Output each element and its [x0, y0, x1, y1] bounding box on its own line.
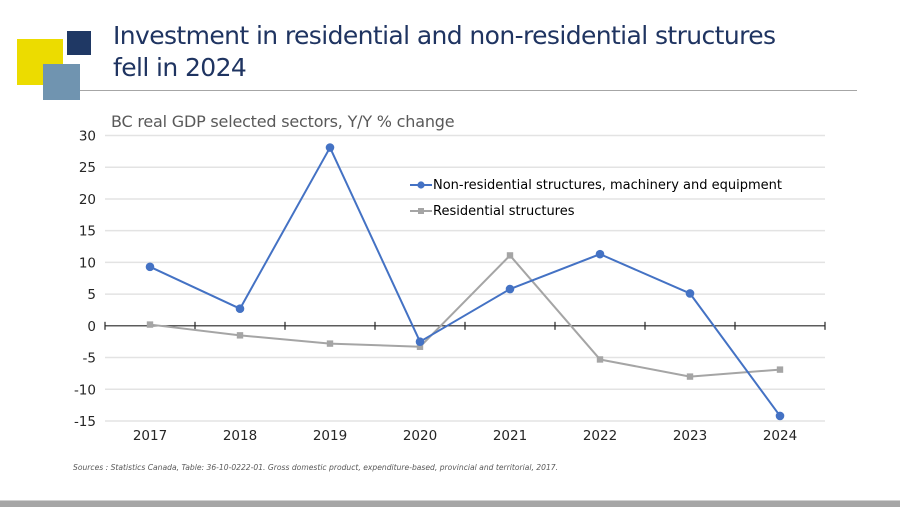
decorative-square-steel-blue: [43, 64, 80, 100]
y-axis-tick-labels: 30 25 20 15 10 5 0 -5 -10 -15: [74, 129, 96, 431]
x-tick-label: 2023: [673, 428, 707, 444]
y-tick-label: -10: [74, 382, 96, 398]
y-tick-label: 25: [79, 160, 96, 176]
legend-label: Residential structures: [433, 203, 575, 219]
x-tick-label: 2024: [763, 428, 797, 444]
y-tick-label: 20: [79, 192, 96, 208]
series-non-residential: [145, 143, 785, 421]
y-tick-label: 0: [87, 319, 96, 335]
data-point: [416, 343, 424, 350]
data-point: [326, 340, 334, 347]
x-tick-label: 2017: [133, 428, 167, 444]
data-point: [776, 366, 784, 373]
slide-title-line-1: Investment in residential and non-reside…: [113, 21, 776, 50]
x-tick-label: 2022: [583, 428, 617, 444]
y-tick-label: -5: [83, 351, 96, 367]
title-divider: [80, 90, 857, 91]
y-tick-label: 5: [87, 287, 96, 303]
data-point: [145, 262, 155, 272]
footer-bar: [0, 500, 900, 507]
data-point: [325, 143, 335, 152]
legend-item-residential: Residential structures: [410, 198, 782, 224]
data-point: [775, 411, 785, 421]
data-point: [506, 252, 514, 259]
x-tick-label: 2018: [223, 428, 257, 444]
y-tick-label: 10: [79, 255, 96, 271]
data-point: [596, 356, 604, 363]
series-residential: [146, 252, 784, 380]
x-tick-label: 2021: [493, 428, 527, 444]
x-axis-tick-labels: 2017 2018 2019 2020 2021 2022 2023 2024: [133, 428, 797, 444]
data-point: [236, 332, 244, 339]
y-tick-label: 30: [79, 129, 96, 145]
series-line: [149, 146, 781, 417]
decorative-square-navy: [67, 31, 91, 55]
source-note: Sources : Statistics Canada, Table: 36-1…: [73, 463, 559, 472]
y-tick-label: 15: [79, 224, 96, 240]
slide-title-line-2: fell in 2024: [113, 53, 247, 82]
chart-legend: Non-residential structures, machinery an…: [410, 172, 782, 224]
x-axis: [104, 321, 826, 330]
chart-title: BC real GDP selected sectors, Y/Y % chan…: [111, 112, 455, 131]
x-tick-label: 2019: [313, 428, 347, 444]
legend-item-non-residential: Non-residential structures, machinery an…: [410, 172, 782, 198]
data-point: [595, 249, 605, 259]
data-point: [505, 284, 515, 294]
slide-title: Investment in residential and non-reside…: [113, 20, 873, 84]
x-tick-label: 2020: [403, 428, 437, 444]
legend-circle-marker-icon: [410, 181, 432, 189]
series-lines: [145, 143, 785, 421]
data-point: [146, 321, 154, 328]
data-point: [415, 337, 425, 346]
legend-label: Non-residential structures, machinery an…: [433, 177, 782, 193]
gridlines: [105, 134, 825, 422]
series-line: [149, 254, 781, 378]
y-tick-label: -15: [74, 414, 96, 430]
data-point: [235, 304, 245, 314]
data-point: [686, 373, 694, 380]
legend-square-marker-icon: [410, 208, 432, 214]
data-point: [685, 289, 695, 298]
